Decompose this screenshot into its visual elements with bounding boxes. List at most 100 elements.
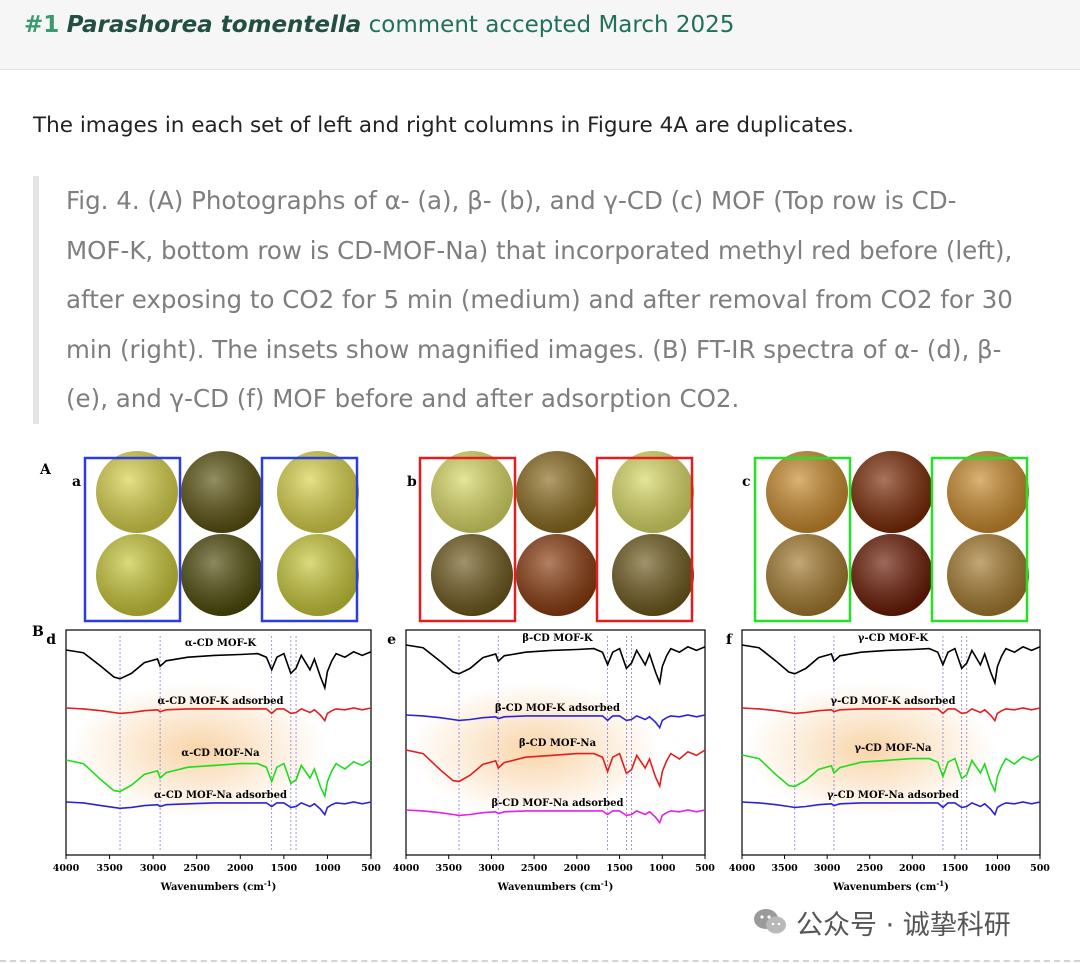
ftir-charts: d 4000 3500 3000 2500 2000 1500 1000 500 Wavenumb… — [46, 629, 1050, 893]
x-tick-label: 1500 — [942, 863, 969, 874]
duplicate-box-right-a — [260, 456, 359, 623]
photo-set-label-b: b — [407, 474, 417, 490]
x-axis-label-superscript: -1 — [601, 879, 609, 888]
photo-set-a: a — [72, 451, 359, 623]
spectrum-line-f-2 — [741, 707, 1041, 723]
photo-shading — [96, 451, 178, 533]
series-label: β-CD MOF-Na adsorbed — [492, 798, 624, 809]
x-axis-label: Wavenumbers (cm-1) — [497, 879, 614, 893]
chart-panel-label-e: e — [387, 632, 396, 648]
duplicate-box-left-a — [83, 456, 182, 623]
panel-label-a: A — [39, 462, 52, 478]
background-glow — [70, 682, 327, 818]
taxon-name[interactable]: Parashorea tomentella — [66, 12, 362, 38]
x-tick-label: 1000 — [649, 863, 676, 874]
photo-set-label-a: a — [72, 474, 81, 490]
duplicate-box-right-b — [595, 456, 694, 623]
photo-panels: a b c — [72, 451, 1029, 623]
divider — [0, 960, 1080, 962]
series-label: α-CD MOF-K — [185, 638, 257, 649]
duplicate-box-left-c — [753, 456, 852, 623]
spectrum-line-d-4 — [65, 801, 372, 817]
x-axis-label-close: ) — [944, 882, 949, 893]
photo-shading — [431, 534, 513, 616]
series-label: γ-CD MOF-Na adsorbed — [827, 790, 959, 801]
x-axis-label-close: ) — [272, 882, 277, 893]
x-tick-label: 500 — [361, 863, 381, 874]
x-tick-label: 1500 — [271, 863, 298, 874]
spectrum-line-e-1 — [405, 644, 706, 686]
photo-shading — [851, 451, 933, 533]
series-label: γ-CD MOF-K — [858, 633, 928, 644]
figure-4: A B a b c d 4000 3500 3000 2500 2000 1500 1000 500… — [30, 450, 1050, 910]
comment-title: #1 Parashorea tomentella comment accepte… — [24, 12, 734, 38]
x-axis-label-close: ) — [609, 882, 614, 893]
x-tick-label: 3000 — [814, 863, 841, 874]
series-label: β-CD MOF-K — [522, 633, 592, 644]
plot-frame — [741, 629, 1041, 856]
series-label: α-CD MOF-Na adsorbed — [154, 790, 287, 801]
series-label: β-CD MOF-K adsorbed — [495, 703, 620, 714]
photo-shading — [96, 534, 178, 616]
photo-shading — [766, 451, 848, 533]
x-tick-label: 3500 — [96, 863, 123, 874]
wechat-icon — [754, 909, 786, 934]
photo-shading — [947, 534, 1029, 616]
x-tick-label: 4000 — [729, 863, 756, 874]
plot-frame — [405, 629, 706, 856]
x-axis-label: Wavenumbers (cm-1) — [832, 879, 949, 893]
watermark: 公众号 · 诚挚科研 — [752, 904, 1011, 941]
photo-set-c: c — [742, 451, 1029, 623]
photo-set-label-c: c — [742, 474, 751, 490]
x-tick-label: 500 — [1030, 863, 1050, 874]
x-tick-label: 500 — [695, 863, 715, 874]
x-tick-label: 1000 — [984, 863, 1011, 874]
series-label: γ-CD MOF-K adsorbed — [830, 696, 955, 707]
spectrum-line-e-2 — [405, 714, 706, 730]
figure-image: A B a b c d 4000 3500 3000 2500 2000 1500 1000 500… — [32, 451, 1050, 893]
spectrum-line-e-3 — [405, 749, 706, 789]
photo-shading — [516, 451, 598, 533]
spectrum-line-d-3 — [65, 759, 372, 799]
x-tick-label: 2500 — [856, 863, 883, 874]
x-axis-label: Wavenumbers (cm-1) — [160, 879, 277, 893]
x-tick-label: 2000 — [227, 863, 254, 874]
x-tick-label: 1000 — [314, 863, 341, 874]
x-axis-label-superscript: -1 — [936, 879, 944, 888]
figure-caption: Fig. 4. (A) Photographs of α- (a), β- (b… — [66, 186, 1013, 413]
x-tick-label: 2000 — [899, 863, 926, 874]
series-label: α-CD MOF-K adsorbed — [157, 696, 283, 707]
spectrum-line-f-3 — [741, 754, 1041, 794]
photo-shading — [851, 534, 933, 616]
photo-shading — [277, 534, 359, 616]
ftir-chart-f: f 4000 3500 3000 2500 2000 1500 1000 500 Wavenumb… — [726, 629, 1050, 893]
spectrum-line-d-2 — [65, 707, 372, 723]
x-tick-label: 3000 — [140, 863, 167, 874]
comment-status: comment accepted March 2025 — [368, 12, 735, 38]
watermark-text: 公众号 · 诚挚科研 — [796, 909, 1011, 941]
photo-shading — [612, 451, 694, 533]
ftir-chart-d: d 4000 3500 3000 2500 2000 1500 1000 500 Wavenumb… — [46, 629, 381, 893]
photo-shading — [766, 534, 848, 616]
duplicate-box-left-b — [418, 456, 517, 623]
photo-shading — [181, 534, 263, 616]
spectrum-line-f-1 — [741, 644, 1041, 686]
photo-shading — [277, 451, 359, 533]
x-tick-label: 1500 — [606, 863, 633, 874]
photo-shading — [431, 451, 513, 533]
duplicate-box-right-c — [930, 456, 1029, 623]
spectrum-line-d-1 — [65, 649, 372, 691]
x-tick-label: 2000 — [564, 863, 591, 874]
chart-panel-label-f: f — [726, 632, 733, 648]
x-tick-label: 3500 — [771, 863, 798, 874]
x-tick-label: 2500 — [521, 863, 548, 874]
x-tick-label: 3000 — [478, 863, 505, 874]
comment-text: The images in each set of left and right… — [33, 113, 854, 138]
chart-panel-label-d: d — [46, 632, 56, 648]
plot-frame — [65, 629, 372, 856]
series-label: β-CD MOF-Na — [519, 738, 597, 749]
comment-header: #1 Parashorea tomentella comment accepte… — [0, 0, 1080, 70]
spectrum-line-e-4 — [405, 809, 706, 825]
x-tick-label: 2500 — [183, 863, 210, 874]
x-tick-label: 3500 — [435, 863, 462, 874]
